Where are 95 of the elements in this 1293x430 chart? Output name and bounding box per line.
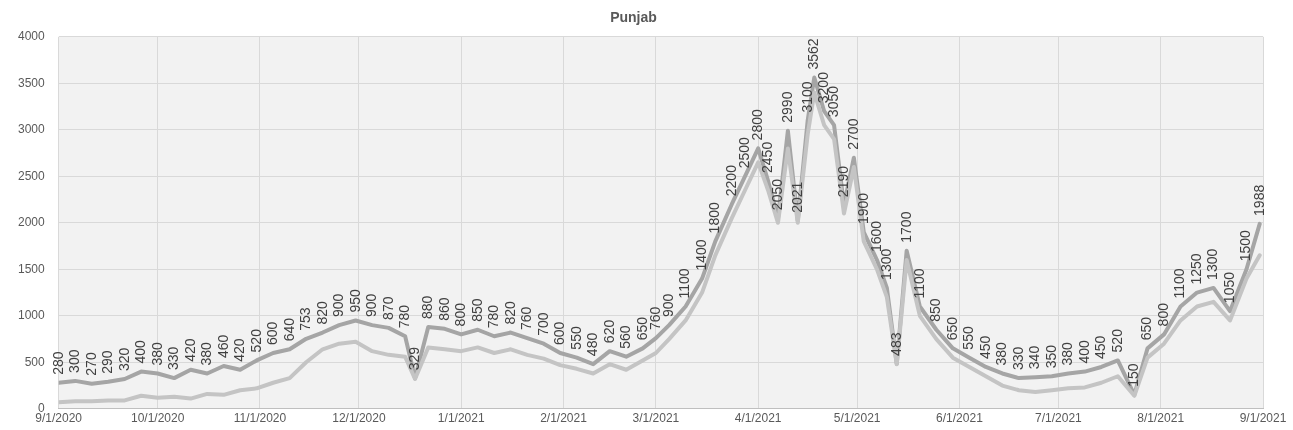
data-label: 483 (887, 332, 904, 356)
data-label: 1700 (897, 211, 914, 243)
data-label: 290 (99, 350, 116, 374)
data-label: 450 (1092, 335, 1109, 359)
data-label: 380 (148, 341, 165, 366)
data-label: 2450 (758, 141, 775, 173)
data-label: 280 (49, 351, 66, 375)
data-label: 380 (198, 341, 215, 366)
data-label: 550 (567, 326, 584, 350)
data-label: 150 (1125, 363, 1142, 387)
x-tick-label: 11/1/2020 (233, 411, 287, 426)
data-label: 780 (396, 304, 412, 329)
y-tick-label: 2500 (17, 168, 46, 183)
data-label: 1250 (1187, 253, 1204, 285)
data-label: 820 (501, 300, 518, 325)
data-label: 2050 (768, 178, 785, 211)
data-label: 800 (452, 302, 469, 327)
chart-title: Punjab (610, 9, 657, 26)
data-label: 1050 (1220, 271, 1237, 304)
data-label: 380 (993, 341, 1010, 366)
x-tick-label: 3/1/2021 (632, 411, 680, 426)
data-label: 950 (346, 288, 363, 313)
data-label: 330 (1009, 346, 1026, 371)
data-label: 270 (82, 352, 99, 376)
data-label: 2800 (749, 109, 766, 141)
data-label: 420 (231, 338, 248, 362)
y-tick-label: 3000 (17, 122, 46, 137)
x-tick-label: 7/1/2021 (1035, 411, 1083, 426)
data-label: 420 (181, 338, 198, 362)
data-label: 520 (1108, 328, 1125, 353)
data-label: 850 (927, 298, 944, 322)
data-label: 760 (518, 306, 535, 331)
data-label: 330 (165, 346, 182, 371)
x-tick-label: 9/1/2021 (1239, 411, 1287, 426)
data-label: 450 (976, 335, 993, 359)
data-label: 1100 (910, 268, 927, 299)
data-label: 700 (534, 312, 551, 336)
y-tick-label: 4000 (17, 29, 46, 44)
x-tick-label: 12/1/2020 (332, 411, 386, 426)
data-label: 2021 (788, 181, 805, 213)
data-label: 650 (1138, 316, 1155, 341)
data-label: 1800 (706, 202, 723, 234)
data-label: 1900 (854, 192, 871, 225)
data-label: 3100 (798, 81, 815, 113)
data-label: 1500 (1237, 229, 1254, 262)
data-label: 753 (297, 307, 314, 331)
y-tick-label: 2000 (17, 215, 46, 230)
data-label: 560 (617, 325, 634, 349)
data-label: 800 (1154, 302, 1171, 327)
data-label: 1300 (1204, 248, 1221, 280)
data-label: 1988 (1250, 184, 1267, 216)
data-label: 329 (405, 346, 422, 371)
data-label: 2190 (834, 165, 851, 198)
data-label: 320 (115, 347, 132, 372)
data-label: 650 (943, 316, 960, 341)
x-tick-label: 5/1/2021 (833, 411, 881, 426)
data-label: 350 (1042, 344, 1059, 369)
data-label: 900 (330, 293, 347, 318)
data-label: 620 (600, 319, 617, 344)
data-label: 520 (247, 328, 264, 353)
y-tick-label: 500 (24, 354, 46, 369)
data-label: 2990 (778, 91, 795, 123)
data-label: 480 (584, 332, 601, 357)
x-tick-label: 2/1/2021 (540, 411, 588, 426)
data-label: 870 (379, 296, 396, 320)
x-tick-label: 8/1/2021 (1137, 411, 1185, 426)
y-tick-label: 1500 (17, 261, 46, 276)
data-label: 1100 (1171, 268, 1188, 299)
data-label: 780 (485, 304, 502, 329)
data-label: 820 (313, 300, 330, 325)
data-label: 3562 (805, 38, 822, 70)
data-label: 600 (264, 321, 281, 345)
data-label: 460 (214, 334, 231, 359)
data-label: 600 (551, 321, 568, 345)
data-label: 860 (435, 297, 452, 321)
x-tick-label: 10/1/2020 (130, 411, 185, 426)
data-label: 640 (280, 317, 297, 342)
data-label: 380 (1059, 341, 1076, 366)
x-tick-label: 1/1/2021 (437, 411, 485, 426)
x-tick-label: 4/1/2021 (734, 411, 782, 426)
x-tick-label: 6/1/2021 (936, 411, 984, 426)
data-label: 850 (468, 298, 485, 322)
y-tick-label: 1000 (17, 308, 46, 323)
data-label: 340 (1026, 345, 1043, 370)
data-label: 2700 (844, 118, 861, 150)
data-label: 400 (1075, 340, 1092, 364)
data-label: 1400 (692, 239, 709, 271)
data-label: 900 (363, 293, 379, 318)
x-tick-label: 9/1/2020 (35, 411, 83, 426)
data-label: 550 (960, 326, 977, 350)
data-label: 880 (419, 295, 436, 319)
data-label: 1100 (676, 268, 693, 299)
y-tick-label: 3500 (17, 75, 46, 90)
data-label: 400 (132, 340, 149, 364)
data-label: 300 (66, 349, 83, 373)
